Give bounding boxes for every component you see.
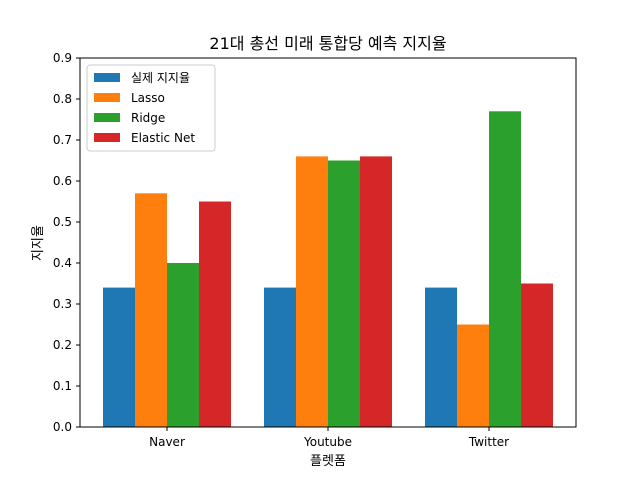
y-tick-label: 0.8 (53, 92, 72, 106)
bar-ridge-naver (167, 263, 199, 427)
y-axis-label: 지지율 (31, 225, 46, 261)
legend-swatch (94, 113, 120, 122)
legend-box (86, 64, 216, 152)
y-tick-label: 0.3 (53, 297, 72, 311)
bar-elastic-net-twitter (521, 283, 553, 427)
y-tick-label: 0.4 (53, 256, 72, 270)
legend-swatch (94, 93, 120, 102)
bar-lasso-youtube (296, 156, 328, 427)
legend-entry-label: 실제 지지율 (131, 71, 190, 85)
legend-entry-label: Lasso (131, 91, 165, 105)
legend-swatch (94, 73, 120, 82)
bar-실제-지지율-youtube (264, 287, 296, 427)
legend-entry-label: Elastic Net (131, 131, 195, 145)
bar-lasso-twitter (457, 324, 489, 427)
y-tick-label: 0.5 (53, 215, 72, 229)
y-tick-label: 0.1 (53, 379, 72, 393)
y-tick-label: 0.2 (53, 338, 72, 352)
bar-elastic-net-youtube (360, 156, 392, 427)
bar-실제-지지율-twitter (425, 287, 457, 427)
y-tick-label: 0.0 (53, 420, 72, 434)
chart-title: 21대 총선 미래 통합당 예측 지지율 (209, 34, 446, 53)
bar-ridge-youtube (328, 160, 360, 427)
legend: 실제 지지율 Lasso Ridge Elastic Net (86, 64, 216, 152)
x-tick-label: Youtube (303, 435, 352, 449)
legend-swatch (94, 133, 120, 142)
bar-ridge-twitter (489, 111, 521, 428)
y-tick-label: 0.6 (53, 174, 72, 188)
plot-area: 0.0 0.1 0.2 0.3 0.4 0.5 0.6 0.7 0.8 0.9 Naver Youtu… (53, 51, 577, 449)
bar-실제-지지율-naver (103, 287, 135, 427)
x-axis-label: 플렛폼 (310, 454, 346, 469)
y-tick-label: 0.9 (53, 51, 72, 65)
bar-lasso-naver (135, 193, 167, 427)
bar-elastic-net-naver (199, 201, 231, 427)
x-tick-label: Twitter (468, 435, 509, 449)
legend-entry-label: Ridge (131, 111, 165, 125)
y-tick-label: 0.7 (53, 133, 72, 147)
x-tick-label: Naver (149, 435, 185, 449)
